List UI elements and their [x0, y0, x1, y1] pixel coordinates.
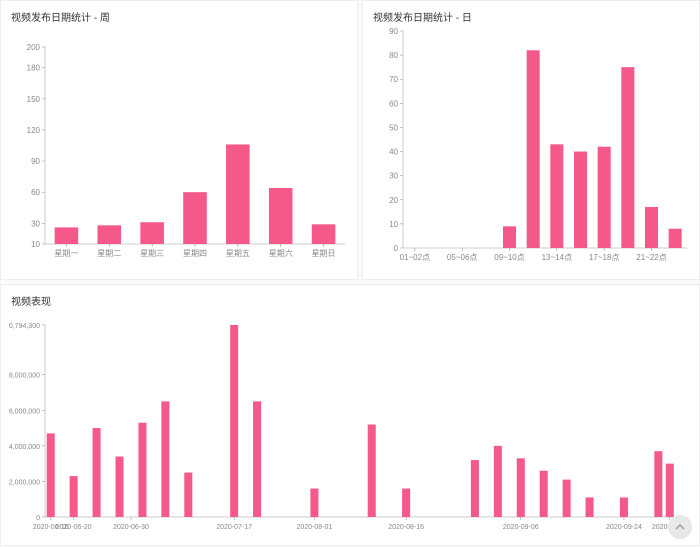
svg-text:90: 90	[389, 27, 398, 36]
bar	[55, 227, 79, 244]
svg-text:120: 120	[27, 126, 41, 135]
bar	[527, 50, 540, 248]
bar	[47, 433, 55, 517]
svg-text:星期六: 星期六	[269, 248, 293, 258]
svg-text:6,000,000: 6,000,000	[9, 408, 40, 415]
svg-text:50: 50	[389, 123, 398, 132]
bar	[669, 229, 682, 248]
svg-text:40: 40	[389, 148, 398, 157]
svg-text:30: 30	[31, 219, 40, 228]
svg-text:2020-07-17: 2020-07-17	[216, 524, 252, 531]
weekday-chart-title: 视频发布日期统计 - 周	[1, 1, 357, 28]
bar	[471, 460, 479, 517]
bar	[116, 457, 124, 517]
svg-text:10: 10	[31, 240, 40, 249]
svg-text:2,000,000: 2,000,000	[9, 479, 40, 486]
hour-chart-title: 视频发布日期统计 - 日	[363, 1, 699, 28]
svg-text:80: 80	[389, 51, 398, 60]
bar	[574, 152, 587, 248]
svg-text:0: 0	[394, 244, 399, 253]
bar	[621, 67, 634, 248]
bar	[494, 446, 502, 517]
svg-text:2020-08-01: 2020-08-01	[297, 524, 333, 531]
svg-text:星期四: 星期四	[183, 249, 207, 258]
bar	[269, 188, 293, 244]
svg-text:星期三: 星期三	[140, 249, 164, 258]
bar	[620, 497, 628, 517]
svg-text:30: 30	[389, 172, 398, 181]
bar	[517, 458, 525, 517]
svg-text:星期二: 星期二	[97, 249, 121, 258]
svg-text:2020-06-20: 2020-06-20	[56, 524, 92, 531]
weekday-chart-panel: 视频发布日期统计 - 周 10 30 60 90 120 150 180 200 星期一 星期二 星…	[0, 0, 358, 280]
svg-text:180: 180	[27, 64, 41, 73]
svg-text:17~18点: 17~18点	[589, 253, 619, 262]
svg-text:13~14点: 13~14点	[542, 253, 572, 262]
svg-text:60: 60	[389, 99, 398, 108]
svg-text:200: 200	[27, 43, 41, 52]
bar	[312, 224, 336, 244]
performance-chart: 0 2,000,000 4,000,000 6,000,000 8,000,000 10,…	[9, 319, 693, 539]
svg-text:20: 20	[389, 196, 398, 205]
svg-text:星期一: 星期一	[54, 249, 78, 258]
bar	[598, 147, 611, 248]
bar	[253, 401, 261, 517]
svg-text:2020-09-24: 2020-09-24	[606, 524, 642, 531]
svg-text:01~02点: 01~02点	[400, 253, 430, 262]
bar	[550, 144, 563, 248]
svg-text:21~22点: 21~22点	[636, 253, 666, 262]
scroll-to-top-button[interactable]	[668, 515, 692, 539]
bar	[98, 225, 122, 244]
bar	[503, 226, 516, 248]
bar	[230, 325, 238, 517]
svg-text:09~10点: 09~10点	[494, 253, 524, 262]
bar	[666, 464, 674, 517]
svg-text:60: 60	[31, 188, 40, 197]
bar	[138, 423, 146, 517]
bar	[368, 425, 376, 517]
performance-chart-panel: 视频表现 0 2,000,000 4,000,000 6,000,000 8,000,0…	[0, 284, 700, 546]
bar	[161, 401, 169, 517]
bar	[654, 451, 662, 517]
weekday-chart: 10 30 60 90 120 150 180 200 星期一 星期二 星期三 星期四 星期五 星期六 星期…	[9, 41, 351, 266]
svg-text:2020-06-30: 2020-06-30	[113, 524, 149, 531]
svg-text:4,000,000: 4,000,000	[9, 444, 40, 451]
bar	[140, 222, 164, 244]
svg-text:150: 150	[27, 95, 41, 104]
svg-text:星期五: 星期五	[226, 249, 250, 258]
svg-text:2020-09-06: 2020-09-06	[503, 524, 539, 531]
performance-chart-title: 视频表现	[1, 285, 699, 312]
bar	[183, 192, 207, 244]
svg-text:8,000,000: 8,000,000	[9, 373, 40, 380]
bar	[93, 428, 101, 517]
svg-text:10,794,300: 10,794,300	[9, 323, 40, 330]
bar	[645, 207, 658, 248]
bar	[586, 497, 594, 517]
chevron-up-icon	[675, 522, 685, 532]
bar	[310, 489, 318, 517]
svg-text:90: 90	[31, 157, 40, 166]
svg-text:10: 10	[389, 220, 398, 229]
svg-text:2020-08-16: 2020-08-16	[388, 524, 424, 531]
svg-text:0: 0	[36, 515, 40, 522]
hour-chart-panel: 视频发布日期统计 - 日 0 10 20 30 40 50 60 70 80 90 01~02点 05…	[362, 0, 700, 280]
bar	[563, 480, 571, 517]
bar	[540, 471, 548, 517]
bar	[402, 489, 410, 517]
svg-text:05~06点: 05~06点	[447, 253, 477, 262]
svg-text:70: 70	[389, 75, 398, 84]
bar	[226, 144, 250, 244]
bar	[184, 473, 192, 517]
svg-text:星期日: 星期日	[312, 249, 336, 258]
bar	[70, 476, 78, 517]
hour-chart: 0 10 20 30 40 50 60 70 80 90 01~02点 05~06点 09~10点 13~…	[367, 25, 693, 270]
